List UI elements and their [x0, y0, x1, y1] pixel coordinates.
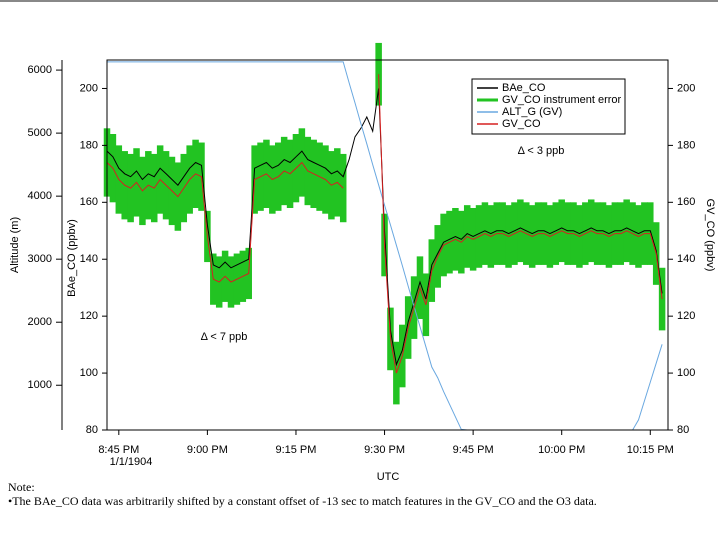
y3-tick-label: 4000 — [28, 190, 52, 202]
x-tick-label: 8:45 PM — [98, 444, 139, 456]
y-tick-label: 160 — [80, 196, 98, 208]
y-tick-label: 80 — [86, 424, 98, 436]
y3-tick-label: 1000 — [28, 379, 52, 391]
annotation: Δ < 7 ppb — [201, 331, 248, 343]
x-tick-label: 9:30 PM — [364, 444, 405, 456]
y3-tick-label: 5000 — [28, 127, 52, 139]
y2-label: GV_CO (ppbv) — [704, 199, 716, 272]
y-tick-label: 200 — [80, 82, 98, 94]
legend-label: GV_CO — [502, 118, 541, 130]
y2-tick-label: 140 — [677, 253, 695, 265]
legend-label: BAe_CO — [502, 82, 546, 94]
y3-label: Altitude (m) — [9, 217, 21, 273]
note: •The BAe_CO data was arbitrarily shifted… — [8, 494, 597, 508]
y-tick-label: 120 — [80, 310, 98, 322]
y2-tick-label: 100 — [677, 367, 695, 379]
y3-tick-label: 2000 — [28, 316, 52, 328]
x-tick-label: 9:15 PM — [275, 444, 316, 456]
legend-label: ALT_G (GV) — [502, 106, 562, 118]
x-date-label: 1/1/1904 — [110, 456, 153, 468]
y-tick-label: 180 — [80, 139, 98, 151]
x-tick-label: 10:00 PM — [538, 444, 585, 456]
y2-tick-label: 80 — [677, 424, 689, 436]
legend-label: GV_CO instrument error — [502, 94, 622, 106]
x-tick-label: 9:45 PM — [453, 444, 494, 456]
note-title: Note: — [8, 480, 35, 494]
y-label: BAe_CO (ppbv) — [66, 219, 78, 297]
y2-tick-label: 180 — [677, 139, 695, 151]
y-tick-label: 140 — [80, 253, 98, 265]
y3-tick-label: 3000 — [28, 253, 52, 265]
line — [378, 74, 663, 374]
line — [106, 161, 344, 283]
x-tick-label: 9:00 PM — [187, 444, 228, 456]
y2-tick-label: 200 — [677, 82, 695, 94]
y-tick-label: 100 — [80, 367, 98, 379]
x-label: UTC — [377, 471, 400, 483]
y3-tick-label: 6000 — [28, 64, 52, 76]
x-tick-label: 10:15 PM — [627, 444, 674, 456]
y2-tick-label: 160 — [677, 196, 695, 208]
y2-tick-label: 120 — [677, 310, 695, 322]
plot-frame — [106, 59, 669, 431]
annotation: Δ < 3 ppb — [518, 145, 565, 157]
